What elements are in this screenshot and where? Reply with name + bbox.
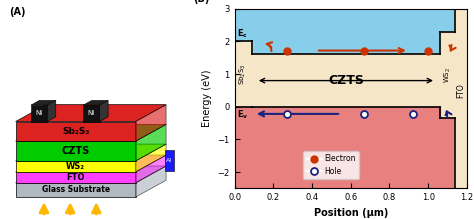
X-axis label: Position (μm): Position (μm) (314, 208, 388, 218)
Polygon shape (31, 105, 47, 122)
Text: Ni: Ni (36, 110, 43, 116)
Text: (A): (A) (9, 7, 26, 17)
Polygon shape (31, 100, 56, 105)
Polygon shape (136, 124, 166, 161)
Text: FTO: FTO (66, 173, 85, 182)
Text: $\mathbf{E_c}$: $\mathbf{E_c}$ (237, 27, 247, 40)
Text: CZTS: CZTS (62, 146, 90, 156)
Polygon shape (16, 105, 166, 122)
Polygon shape (47, 100, 56, 122)
Polygon shape (136, 144, 166, 172)
Text: Glass Substrate: Glass Substrate (42, 185, 109, 194)
Polygon shape (16, 183, 136, 197)
Polygon shape (16, 166, 166, 183)
Polygon shape (136, 105, 166, 141)
Text: Al: Al (166, 158, 173, 163)
Polygon shape (136, 166, 166, 197)
Polygon shape (83, 105, 100, 122)
Polygon shape (100, 100, 108, 122)
Polygon shape (16, 155, 166, 172)
Text: CZTS: CZTS (328, 74, 364, 87)
Polygon shape (83, 100, 108, 105)
Polygon shape (16, 161, 136, 172)
Legend: Electron, Hole: Electron, Hole (303, 151, 359, 179)
Text: Sb₂S₃: Sb₂S₃ (62, 127, 89, 136)
Text: Ni: Ni (88, 110, 95, 116)
Text: FTO: FTO (456, 83, 465, 98)
Polygon shape (16, 141, 136, 161)
Y-axis label: Energy (eV): Energy (eV) (202, 70, 212, 127)
Polygon shape (16, 124, 166, 141)
Text: $\mathbf{E_v}$: $\mathbf{E_v}$ (237, 108, 248, 121)
Text: WS₂: WS₂ (66, 162, 85, 171)
Polygon shape (136, 155, 166, 183)
Polygon shape (165, 150, 174, 171)
Polygon shape (16, 172, 136, 183)
Text: Sb$_2$S$_3$: Sb$_2$S$_3$ (238, 63, 248, 85)
Text: (B): (B) (193, 0, 209, 4)
Polygon shape (16, 122, 136, 141)
Text: WS$_2$: WS$_2$ (442, 67, 453, 83)
Polygon shape (16, 144, 166, 161)
